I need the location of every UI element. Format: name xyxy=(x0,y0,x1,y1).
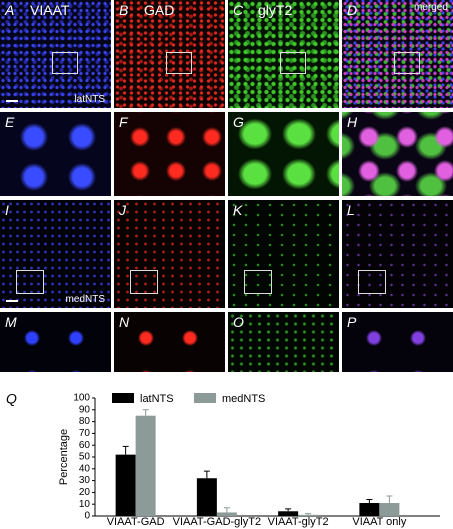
inset-box xyxy=(244,270,272,294)
bar xyxy=(196,478,217,516)
image-panel: M xyxy=(0,312,111,372)
x-tick-label: VIAAT-glyT2 xyxy=(268,516,329,528)
image-panel: F xyxy=(114,112,225,196)
bar xyxy=(379,503,400,516)
y-tick-label: 50 xyxy=(79,452,91,463)
panel-label: Q xyxy=(6,391,17,407)
panel-label: G xyxy=(233,114,244,130)
x-tick-label: VIAAT-GAD xyxy=(107,516,165,528)
panel-label: M xyxy=(5,314,17,330)
image-panel: E xyxy=(0,112,111,196)
panel-label: H xyxy=(347,114,358,130)
inset-box xyxy=(16,270,44,294)
panel-label: I xyxy=(5,202,9,218)
image-panel: A VIAAT latNTS xyxy=(0,0,111,108)
panel-label: J xyxy=(119,202,126,218)
image-panel: K xyxy=(228,200,339,308)
error-bar xyxy=(223,507,230,513)
y-tick-label: 20 xyxy=(79,487,91,498)
bar xyxy=(135,415,156,516)
legend-label: medNTS xyxy=(222,393,265,405)
error-bar xyxy=(122,445,129,455)
inset-box xyxy=(52,52,78,74)
bar xyxy=(115,454,136,516)
channel-label: glyT2 xyxy=(258,2,293,18)
error-bar xyxy=(142,409,149,416)
image-panel: L xyxy=(342,200,453,308)
panel-label: E xyxy=(5,114,15,130)
y-tick-label: 10 xyxy=(79,499,91,510)
region-label: medNTS xyxy=(65,294,105,305)
error-bar xyxy=(203,470,210,479)
region-label: latNTS xyxy=(74,94,105,105)
bar xyxy=(359,503,380,516)
panel-label: O xyxy=(233,314,244,330)
y-axis-title: Percentage xyxy=(58,429,70,485)
panel-label: N xyxy=(119,314,130,330)
panel-label: B xyxy=(119,2,129,18)
legend-label: latNTS xyxy=(140,393,174,405)
y-tick-label: 60 xyxy=(79,440,91,451)
panel-label: A xyxy=(5,2,15,18)
y-tick-label: 100 xyxy=(73,393,90,404)
channel-label: VIAAT xyxy=(30,2,70,18)
image-panel: N xyxy=(114,312,225,372)
panel-label: K xyxy=(233,202,243,218)
x-tick-label: VIAAT-GAD-glyT2 xyxy=(173,516,261,528)
panel-label: C xyxy=(233,2,244,18)
scale-bar xyxy=(6,100,18,102)
bar xyxy=(278,511,299,516)
panel-label: L xyxy=(347,202,355,218)
y-tick-label: 80 xyxy=(79,416,91,427)
channel-label: GAD xyxy=(144,2,175,18)
image-panel: B GAD xyxy=(114,0,225,108)
bar xyxy=(216,512,237,516)
channel-label: merged xyxy=(414,2,448,13)
scale-bar xyxy=(6,300,18,302)
legend-swatch xyxy=(194,393,216,403)
image-panel: H xyxy=(342,112,453,196)
panel-label: P xyxy=(347,314,357,330)
error-bar xyxy=(285,508,292,512)
error-bar xyxy=(366,498,373,504)
inset-box xyxy=(358,270,386,294)
y-tick-label: 30 xyxy=(79,475,91,486)
image-panel: G xyxy=(228,112,339,196)
image-panel: P xyxy=(342,312,453,372)
error-bar xyxy=(305,513,312,515)
y-tick-label: 0 xyxy=(84,511,90,522)
y-tick-label: 90 xyxy=(79,404,91,415)
x-tick-label: VIAAT only xyxy=(352,516,407,528)
inset-box xyxy=(280,52,306,74)
legend-swatch xyxy=(112,393,134,403)
y-tick-label: 70 xyxy=(79,428,91,439)
panel-label: D xyxy=(347,2,358,18)
inset-box xyxy=(394,52,420,74)
inset-box xyxy=(130,270,158,294)
inset-box xyxy=(166,52,192,74)
y-tick-label: 40 xyxy=(79,463,91,474)
panel-label: F xyxy=(119,114,128,130)
bar xyxy=(298,514,319,516)
image-panel: O xyxy=(228,312,339,372)
error-bar xyxy=(386,495,393,504)
image-panel: J xyxy=(114,200,225,308)
